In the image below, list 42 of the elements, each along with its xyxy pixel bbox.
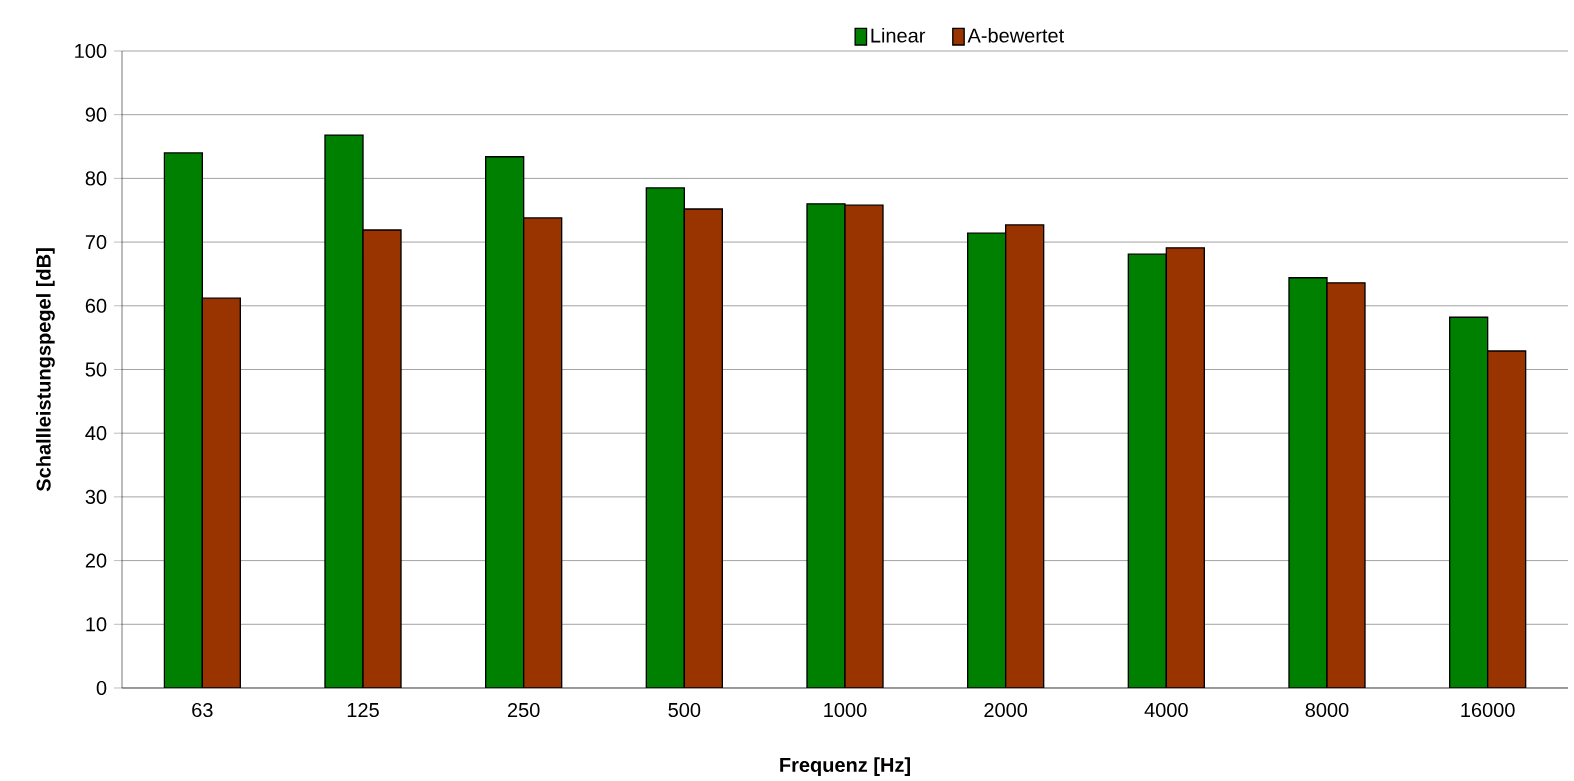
bar <box>683 208 723 688</box>
bar <box>1004 224 1045 688</box>
y-tick-label: 80 <box>85 171 107 186</box>
y-axis-title: Schallleistungspegel [dB] <box>36 248 55 492</box>
x-tick-label: 2000 <box>984 702 1028 718</box>
bar <box>362 229 402 688</box>
bar <box>201 297 242 688</box>
y-tick-label: 70 <box>85 235 107 250</box>
x-tick-label: 250 <box>507 702 540 718</box>
x-tick-label: 16000 <box>1461 702 1515 718</box>
bar <box>1165 247 1205 688</box>
y-tick-label: 40 <box>85 426 107 441</box>
legend-label: Linear <box>871 27 926 43</box>
y-tick-label: 100 <box>75 43 107 59</box>
x-tick-label: 125 <box>347 702 379 718</box>
y-tick-label: 20 <box>85 553 107 568</box>
y-tick-label: 30 <box>85 489 107 504</box>
bar <box>324 134 364 688</box>
bar <box>485 156 525 688</box>
y-tick-label: 90 <box>85 107 107 122</box>
x-tick-label: 500 <box>668 702 701 718</box>
bar <box>1486 350 1527 688</box>
bar <box>523 217 563 688</box>
y-tick-label: 0 <box>96 680 107 696</box>
x-tick-label: 1000 <box>824 702 867 718</box>
x-axis-title: Frequenz [Hz] <box>780 757 910 776</box>
legend-label: A-bewertet <box>967 27 1065 43</box>
bar <box>1288 277 1328 688</box>
bar <box>1127 253 1167 688</box>
bar <box>163 152 204 688</box>
y-tick-label: 50 <box>85 362 107 377</box>
y-tick-label: 10 <box>86 617 107 632</box>
y-tick-label: 60 <box>85 298 107 313</box>
x-tick-label: 4000 <box>1144 702 1188 718</box>
x-tick-label: 8000 <box>1305 702 1349 718</box>
bar <box>966 232 1007 688</box>
bar <box>1448 316 1489 688</box>
bar <box>645 187 685 688</box>
bar <box>1326 282 1366 688</box>
x-tick-label: 63 <box>192 702 213 718</box>
bar <box>806 203 846 688</box>
bar <box>844 204 884 688</box>
